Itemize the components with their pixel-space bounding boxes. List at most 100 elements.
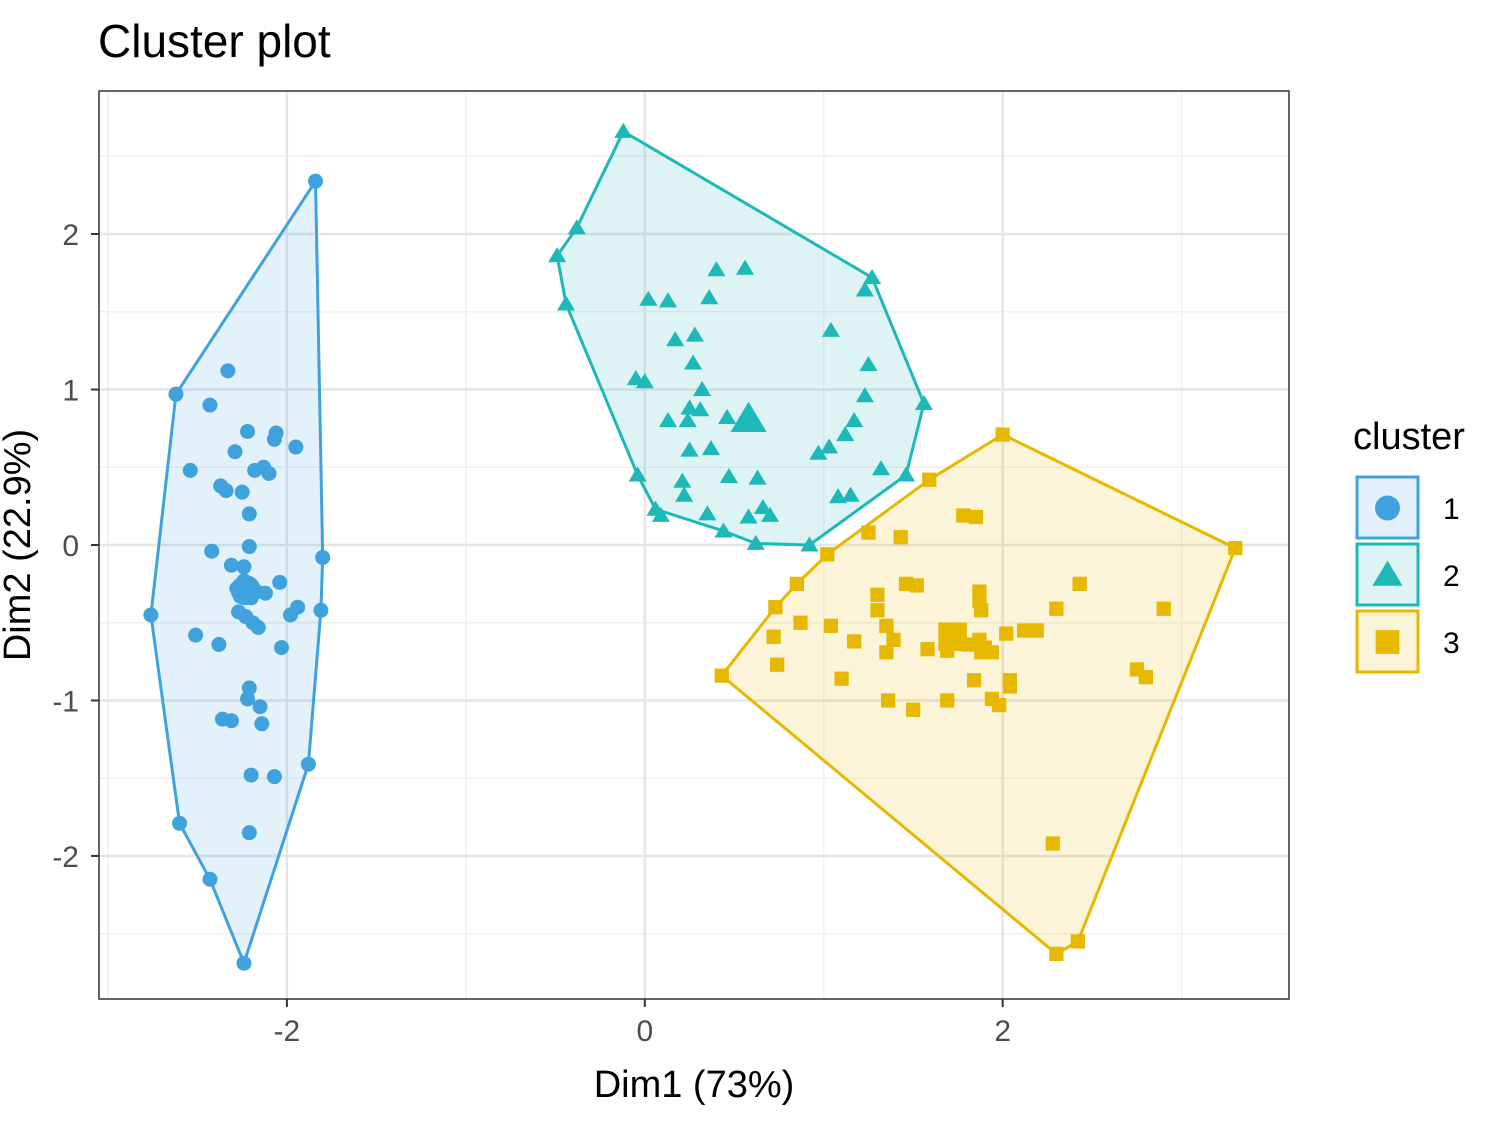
point-cluster-2: [719, 467, 738, 484]
point-cluster-2: [871, 460, 891, 476]
point-cluster-2: [639, 290, 658, 306]
chart-title: Cluster plot: [98, 15, 331, 67]
x-axis-title: Dim1 (73%): [594, 1064, 795, 1106]
y-axis-title: Dim2 (22.9%): [0, 429, 39, 661]
point-cluster-3: [974, 603, 989, 618]
point-cluster-2: [746, 534, 765, 550]
y-axis-ticks: -2 -1 0 1 2: [52, 219, 99, 874]
legend-symbol-cluster-3: [1375, 630, 1400, 654]
point-cluster-2: [820, 438, 839, 454]
point-cluster-3: [922, 472, 937, 487]
point-cluster-1: [234, 484, 250, 500]
point-cluster-1: [252, 699, 268, 715]
point-cluster-2: [651, 506, 670, 522]
point-cluster-2: [700, 289, 719, 305]
point-cluster-3: [870, 587, 885, 602]
point-cluster-3: [1138, 670, 1153, 685]
point-cluster-3: [920, 642, 935, 657]
point-cluster-1: [236, 559, 252, 575]
point-cluster-3: [984, 645, 1000, 660]
point-cluster-1: [241, 825, 257, 841]
point-cluster-2: [701, 439, 721, 456]
point-cluster-1: [254, 716, 270, 732]
point-cluster-1: [290, 599, 306, 615]
point-cluster-1: [250, 619, 266, 635]
point-cluster-2: [855, 281, 874, 297]
point-cluster-2: [855, 387, 874, 403]
point-cluster-1: [211, 637, 227, 653]
point-cluster-3: [879, 645, 894, 660]
point-cluster-3: [1228, 540, 1243, 556]
point-cluster-2: [658, 292, 678, 308]
point-cluster-2: [800, 536, 819, 552]
cluster-hulls: [149, 129, 1237, 965]
legend-label-cluster-2: 2: [1443, 560, 1460, 593]
point-cluster-2: [748, 469, 767, 485]
point-cluster-2: [680, 441, 699, 457]
point-cluster-1: [266, 769, 282, 785]
legend-label-cluster-3: 3: [1443, 627, 1460, 660]
point-cluster-2: [718, 408, 737, 424]
point-cluster-2: [692, 380, 712, 396]
point-cluster-2: [614, 122, 633, 138]
point-cluster-1: [223, 713, 239, 729]
point-cluster-3: [1045, 836, 1060, 851]
point-cluster-1: [243, 767, 259, 783]
point-cluster-2: [809, 444, 828, 460]
point-cluster-1: [261, 465, 277, 481]
point-cluster-3: [766, 629, 781, 644]
point-cluster-2: [753, 499, 772, 515]
point-cluster-1: [223, 557, 239, 573]
point-cluster-3: [870, 603, 885, 618]
point-cluster-2: [862, 268, 882, 285]
point-cluster-2: [673, 472, 692, 488]
point-cluster-2: [845, 411, 864, 428]
legend-title: cluster: [1353, 416, 1465, 458]
point-cluster-3: [1029, 623, 1044, 638]
legend-symbol-cluster-1: [1375, 495, 1400, 521]
y-tick-label: 0: [62, 530, 79, 563]
point-cluster-1: [188, 627, 204, 643]
point-cluster-3: [991, 698, 1007, 713]
point-cluster-3: [879, 618, 894, 633]
point-cluster-3: [820, 547, 835, 562]
point-cluster-3: [995, 427, 1010, 442]
point-cluster-1: [204, 543, 220, 559]
point-cluster-1: [315, 549, 331, 565]
point-cluster-3: [999, 626, 1014, 641]
point-cluster-1: [236, 955, 252, 971]
point-cluster-2: [841, 486, 860, 502]
legend: 1 2 3: [1355, 475, 1460, 674]
point-cluster-3: [823, 618, 839, 633]
point-cluster-2: [707, 261, 726, 277]
point-cluster-2: [548, 247, 567, 263]
point-cluster-1: [172, 815, 188, 831]
point-cluster-2: [635, 373, 654, 389]
point-cluster-2: [828, 488, 848, 504]
point-cluster-2: [859, 356, 878, 372]
point-cluster-3: [1002, 679, 1017, 694]
point-cluster-1: [240, 691, 256, 707]
x-tick-label: -2: [274, 1015, 301, 1048]
y-tick-label: 1: [62, 375, 79, 408]
point-cluster-1: [272, 574, 288, 590]
point-cluster-2: [914, 394, 934, 410]
point-cluster-2: [556, 295, 576, 311]
point-cluster-3: [966, 673, 982, 688]
hull-cluster-3: [720, 433, 1237, 956]
grid-lines: [99, 91, 1289, 999]
point-cluster-3: [793, 615, 808, 630]
legend-label-cluster-1: 1: [1443, 493, 1460, 526]
legend-symbol-cluster-2: [1372, 560, 1403, 586]
point-cluster-3: [1070, 934, 1085, 949]
point-cluster-3: [940, 693, 955, 708]
point-cluster-2: [567, 219, 586, 235]
point-cluster-3: [768, 600, 783, 615]
point-cluster-1: [266, 431, 282, 447]
point-cluster-2: [675, 486, 694, 502]
point-cluster-3: [956, 508, 971, 523]
point-cluster-3: [1049, 946, 1064, 962]
point-cluster-3: [1156, 601, 1171, 616]
point-cluster-1: [300, 756, 316, 772]
